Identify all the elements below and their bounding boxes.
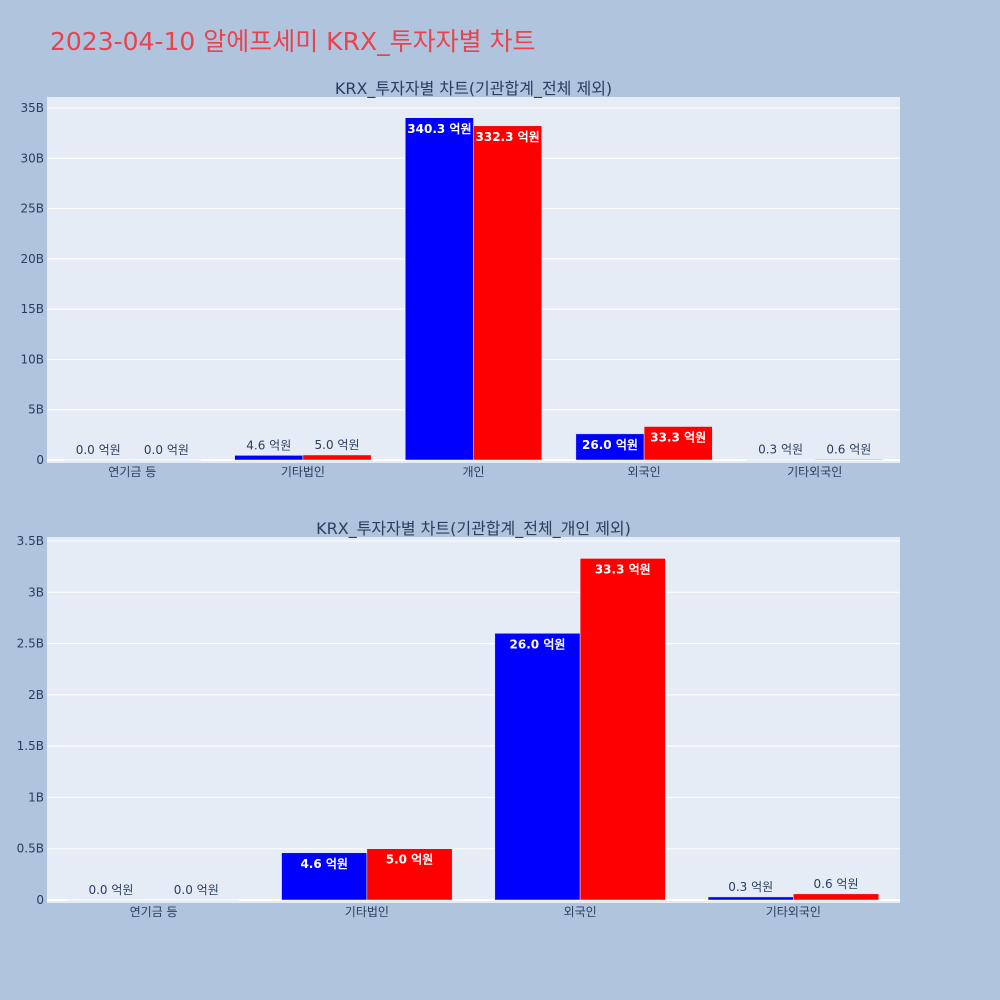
chart-1: 0 5B 10B 15B 20B 25B 30B 35B KRX_투자자별 차트(기관합계_전체… (20, 79, 900, 479)
data-label: 0.3 억원 (728, 880, 773, 894)
x-tick-label: 기타외국인 (766, 905, 821, 919)
y-tick-label: 15B (20, 302, 44, 316)
page-title: 2023-04-10 알에프세미 KRX_투자자별 차트 (50, 27, 536, 56)
data-label: 33.3 억원 (595, 562, 651, 576)
bar-blue (405, 117, 474, 461)
y-tick-label: 25B (20, 202, 44, 216)
bar-red (302, 454, 372, 461)
chart-title: KRX_투자자별 차트(기관합계_전체_개인 제외) (316, 519, 631, 539)
y-tick-label: 5B (28, 403, 44, 417)
x-tick-label: 연기금 등 (108, 465, 156, 479)
data-label: 4.6 억원 (300, 857, 348, 871)
data-label: 26.0 억원 (510, 637, 566, 651)
bar-red (814, 459, 884, 461)
bar-blue (281, 852, 368, 901)
y-tick-label: 0 (36, 893, 44, 907)
data-label: 26.0 억원 (582, 438, 638, 452)
bar-red (793, 893, 879, 901)
y-tick-label: 35B (20, 101, 44, 115)
plot-area (47, 537, 900, 903)
data-label: 0.0 억원 (88, 883, 133, 897)
data-label: 0.3 억원 (758, 443, 803, 457)
x-tick-label: 기타외국인 (787, 465, 842, 479)
bar-blue (707, 896, 794, 901)
data-label: 0.0 억원 (174, 883, 219, 897)
y-tick-label: 2.5B (17, 637, 44, 651)
data-label: 5.0 억원 (315, 438, 360, 452)
x-tick-label: 개인 (462, 465, 484, 479)
data-label: 0.0 억원 (144, 443, 189, 457)
bar-blue (63, 459, 133, 461)
data-label: 33.3 억원 (650, 431, 706, 445)
data-label: 332.3 억원 (476, 130, 540, 144)
y-tick-label: 0 (36, 453, 44, 467)
bar-red (643, 426, 713, 461)
bar-red (132, 459, 201, 461)
data-label: 5.0 억원 (386, 853, 434, 867)
bar-red (473, 125, 542, 461)
data-label: 0.6 억원 (826, 442, 871, 456)
data-label: 0.0 억원 (76, 443, 121, 457)
x-tick-label: 기타법인 (281, 465, 325, 479)
chart-title: KRX_투자자별 차트(기관합계_전체 제외) (335, 79, 612, 99)
bar-blue (68, 899, 154, 901)
bar-red (366, 848, 453, 901)
data-label: 0.6 억원 (814, 877, 859, 891)
bar-blue (234, 455, 304, 461)
y-tick-label: 2B (28, 688, 44, 702)
bar-blue (494, 633, 581, 901)
y-tick-label: 20B (20, 252, 44, 266)
y-tick-label: 1.5B (17, 739, 44, 753)
bar-blue (746, 459, 815, 461)
y-tick-label: 3B (28, 585, 44, 599)
data-label: 4.6 억원 (246, 438, 291, 452)
y-tick-label: 0.5B (17, 842, 44, 856)
chart-2: 0 0.5B 1B 1.5B 2B 2.5B 3B 3.5B KRX_투자자별 차트(기관합계_… (17, 519, 900, 919)
x-tick-label: 기타법인 (345, 905, 389, 919)
y-tick-label: 1B (28, 790, 44, 804)
x-tick-label: 외국인 (564, 905, 597, 919)
bar-red (153, 899, 240, 901)
x-tick-label: 연기금 등 (130, 905, 178, 919)
data-label: 340.3 억원 (407, 122, 471, 136)
bar-red (579, 558, 666, 901)
y-tick-label: 30B (20, 151, 44, 165)
y-tick-label: 3.5B (17, 534, 44, 548)
x-tick-label: 외국인 (628, 465, 661, 479)
y-tick-label: 10B (20, 352, 44, 366)
